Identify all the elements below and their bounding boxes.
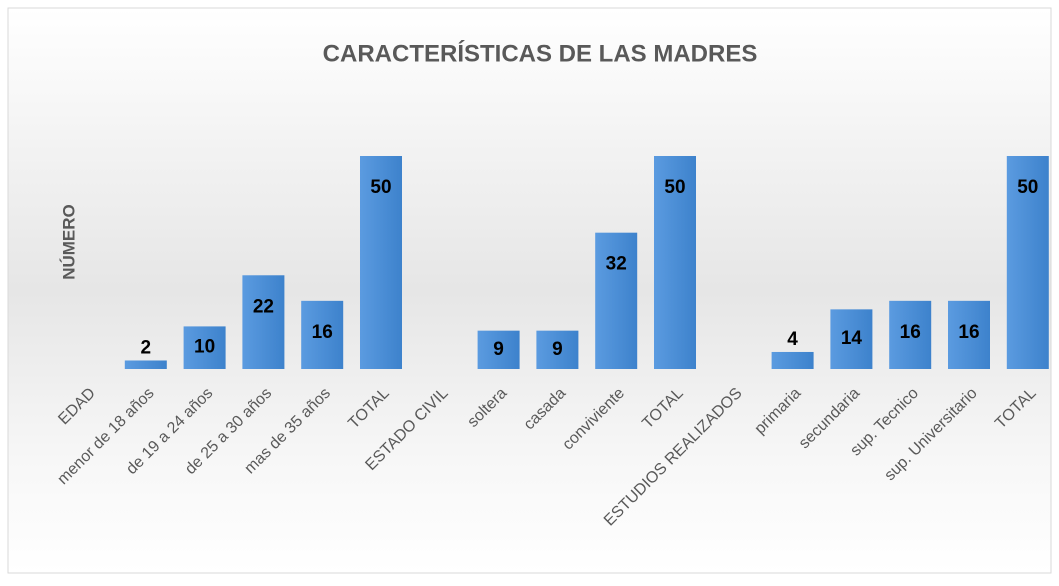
- chart-area: [7, 7, 1052, 574]
- bar: [1006, 156, 1049, 369]
- bar: [654, 156, 696, 369]
- bar: [830, 309, 873, 369]
- bar: [360, 156, 402, 369]
- bar: [124, 360, 167, 369]
- bar: [889, 300, 932, 369]
- bar: [536, 330, 579, 369]
- data-label: 16: [900, 322, 921, 343]
- data-label: 22: [253, 296, 274, 317]
- data-label: 10: [194, 337, 215, 358]
- data-label: 16: [958, 322, 979, 343]
- bar: [948, 300, 990, 369]
- chart-title: CARACTERÍSTICAS DE LAS MADRES: [323, 39, 758, 67]
- data-label: 14: [841, 328, 863, 349]
- bar: [595, 232, 638, 369]
- data-label: 2: [141, 337, 152, 358]
- bar: [301, 300, 344, 369]
- data-label: 32: [606, 254, 627, 275]
- bar: [242, 275, 285, 369]
- y-axis-label: NÚMERO: [59, 204, 78, 280]
- data-label: 16: [312, 322, 333, 343]
- bar: [183, 326, 226, 369]
- data-label: 9: [493, 339, 504, 360]
- data-label: 9: [552, 339, 563, 360]
- data-label: 4: [787, 329, 798, 350]
- data-label: 50: [1017, 177, 1038, 198]
- bar: [477, 330, 520, 369]
- bar: [771, 351, 814, 369]
- data-label: 50: [664, 177, 685, 198]
- data-label: 50: [370, 177, 391, 198]
